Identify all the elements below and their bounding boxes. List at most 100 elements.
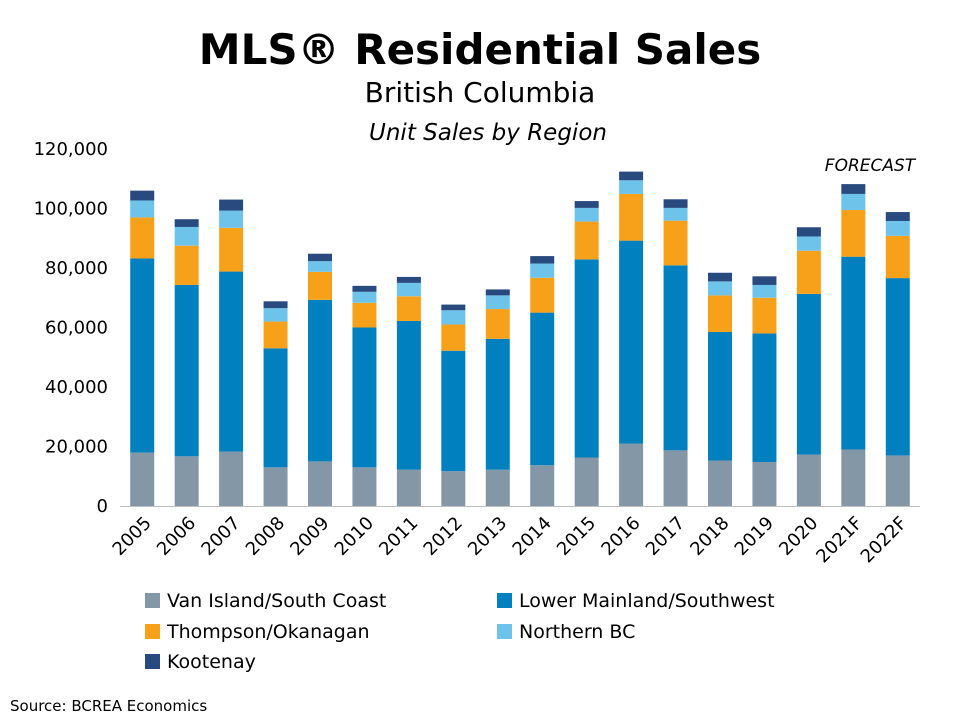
bar-segment-van-island-south-coast-2011: [396, 469, 421, 506]
bar-segment-northern-bc-2013: [485, 295, 510, 310]
bar-segment-thompson-okanagan-2020: [796, 250, 821, 294]
bar-segment-kootenay-2017: [663, 199, 688, 208]
legend-label: Northern BC: [519, 621, 635, 643]
bar-segment-northern-bc-2008: [263, 308, 288, 322]
bar-segment-kootenay-2014: [530, 256, 555, 264]
y-axis: 120,000 100,000 80,000 60,000 40,000 20,000 0: [34, 139, 108, 517]
bar-segment-kootenay-2006: [174, 219, 199, 227]
bar-segment-northern-bc-2011: [396, 282, 421, 297]
bar-segment-thompson-okanagan-2007: [219, 227, 244, 272]
x-tick-label: 2015: [553, 513, 600, 560]
bar-segment-van-island-south-coast-2020: [796, 454, 821, 506]
bar-segment-thompson-okanagan-2022f: [885, 235, 910, 279]
x-tick-label: 2017: [642, 513, 689, 560]
bar-segment-kootenay-2008: [263, 301, 288, 309]
bar-segment-thompson-okanagan-2018: [708, 295, 732, 332]
y-tick-label: 80,000: [45, 258, 108, 279]
bar-segment-northern-bc-2010: [352, 291, 377, 303]
x-tick-label: 2007: [197, 513, 244, 560]
x-axis: 2005200620072008200920102011201220132014…: [109, 513, 912, 568]
chart-title: MLS® Residential Sales: [199, 25, 761, 74]
bar-segment-lower-mainland-southwest-2005: [130, 258, 155, 453]
bar-segment-northern-bc-2021f: [841, 193, 866, 210]
bar-segment-lower-mainland-southwest-2017: [663, 265, 688, 451]
bar-segment-van-island-south-coast-2022f: [885, 455, 910, 506]
bar-segment-thompson-okanagan-2008: [263, 321, 288, 349]
bar-segment-lower-mainland-southwest-2011: [396, 320, 421, 470]
bar-segment-northern-bc-2007: [219, 210, 244, 228]
bar-segment-van-island-south-coast-2013: [485, 469, 510, 506]
bar-segment-lower-mainland-southwest-2019: [752, 333, 777, 462]
x-tick-label: 2013: [464, 513, 511, 560]
bar-segment-kootenay-2019: [752, 276, 777, 285]
bar-segment-lower-mainland-southwest-2022f: [885, 278, 910, 456]
x-tick-label: 2009: [286, 513, 333, 560]
y-tick-label: 40,000: [45, 377, 108, 398]
bar-segment-van-island-south-coast-2012: [441, 471, 466, 506]
bar-segment-kootenay-2007: [219, 199, 244, 211]
x-tick-label: 2006: [153, 513, 200, 560]
bar-segment-northern-bc-2009: [308, 261, 332, 272]
bar-segment-northern-bc-2019: [752, 284, 777, 298]
bar-segment-van-island-south-coast-2018: [708, 460, 732, 506]
bar-segment-lower-mainland-southwest-2006: [174, 284, 199, 457]
x-tick-label: 2021F: [812, 513, 867, 568]
x-tick-label: 2011: [375, 513, 422, 560]
y-tick-label: 60,000: [45, 318, 108, 339]
bar-segment-thompson-okanagan-2012: [441, 324, 466, 351]
bar-segment-northern-bc-2006: [174, 226, 199, 246]
bar-segment-lower-mainland-southwest-2009: [308, 299, 332, 462]
legend-swatch: [497, 593, 512, 608]
x-tick-label: 2019: [731, 513, 778, 560]
bar-segment-kootenay-2015: [574, 201, 599, 208]
bar-segment-van-island-south-coast-2015: [574, 457, 599, 506]
bar-segment-kootenay-2010: [352, 285, 377, 292]
x-tick-label: 2018: [686, 513, 733, 560]
bar-segment-van-island-south-coast-2017: [663, 450, 688, 506]
legend-swatch: [145, 624, 160, 639]
bar-segment-thompson-okanagan-2005: [130, 217, 155, 259]
bar-segment-van-island-south-coast-2016: [619, 443, 644, 506]
bar-segment-thompson-okanagan-2011: [396, 296, 421, 321]
bar-segment-van-island-south-coast-2008: [263, 467, 288, 506]
legend: Van Island/South Coast Lower Mainland/Sou…: [145, 590, 775, 673]
chart-subtitle: British Columbia: [365, 76, 596, 109]
y-tick-label: 20,000: [45, 437, 108, 458]
bar-segment-northern-bc-2015: [574, 207, 599, 222]
bar-segment-kootenay-2009: [308, 253, 332, 262]
bar-segment-kootenay-2020: [796, 227, 821, 237]
bar-segment-lower-mainland-southwest-2018: [708, 331, 732, 461]
x-tick-label: 2016: [597, 513, 644, 560]
bar-segment-van-island-south-coast-2009: [308, 461, 332, 506]
bar-segment-lower-mainland-southwest-2016: [619, 240, 644, 444]
bar-segment-northern-bc-2005: [130, 200, 155, 218]
legend-label: Thompson/Okanagan: [166, 621, 370, 643]
legend-label: Kootenay: [167, 651, 256, 673]
bar-segment-van-island-south-coast-2006: [174, 456, 199, 506]
y-tick-label: 0: [97, 496, 108, 517]
source-note: Source: BCREA Economics: [10, 697, 207, 715]
bar-segment-lower-mainland-southwest-2013: [485, 338, 510, 470]
bar-segment-van-island-south-coast-2010: [352, 467, 377, 506]
y-tick-label: 120,000: [34, 139, 108, 160]
x-tick-label: 2012: [420, 513, 467, 560]
bar-segment-northern-bc-2022f: [885, 220, 910, 236]
legend-swatch: [145, 654, 160, 669]
legend-label: Lower Mainland/Southwest: [519, 590, 775, 612]
bar-segment-van-island-south-coast-2019: [752, 461, 777, 506]
bar-segment-northern-bc-2016: [619, 180, 644, 194]
bar-segment-kootenay-2005: [130, 190, 155, 201]
bar-segment-van-island-south-coast-2005: [130, 452, 155, 506]
bar-segment-kootenay-2016: [619, 171, 644, 181]
x-tick-label: 2022F: [857, 513, 912, 568]
x-tick-label: 2005: [109, 513, 156, 560]
bar-segment-lower-mainland-southwest-2007: [219, 271, 244, 452]
bar-segment-thompson-okanagan-2013: [485, 309, 510, 339]
bar-segment-thompson-okanagan-2017: [663, 220, 688, 266]
bar-segment-thompson-okanagan-2015: [574, 221, 599, 260]
bars-group: [130, 171, 910, 506]
bar-segment-thompson-okanagan-2019: [752, 297, 777, 334]
bar-segment-kootenay-2018: [708, 272, 732, 282]
forecast-annotation: FORECAST: [825, 156, 917, 176]
